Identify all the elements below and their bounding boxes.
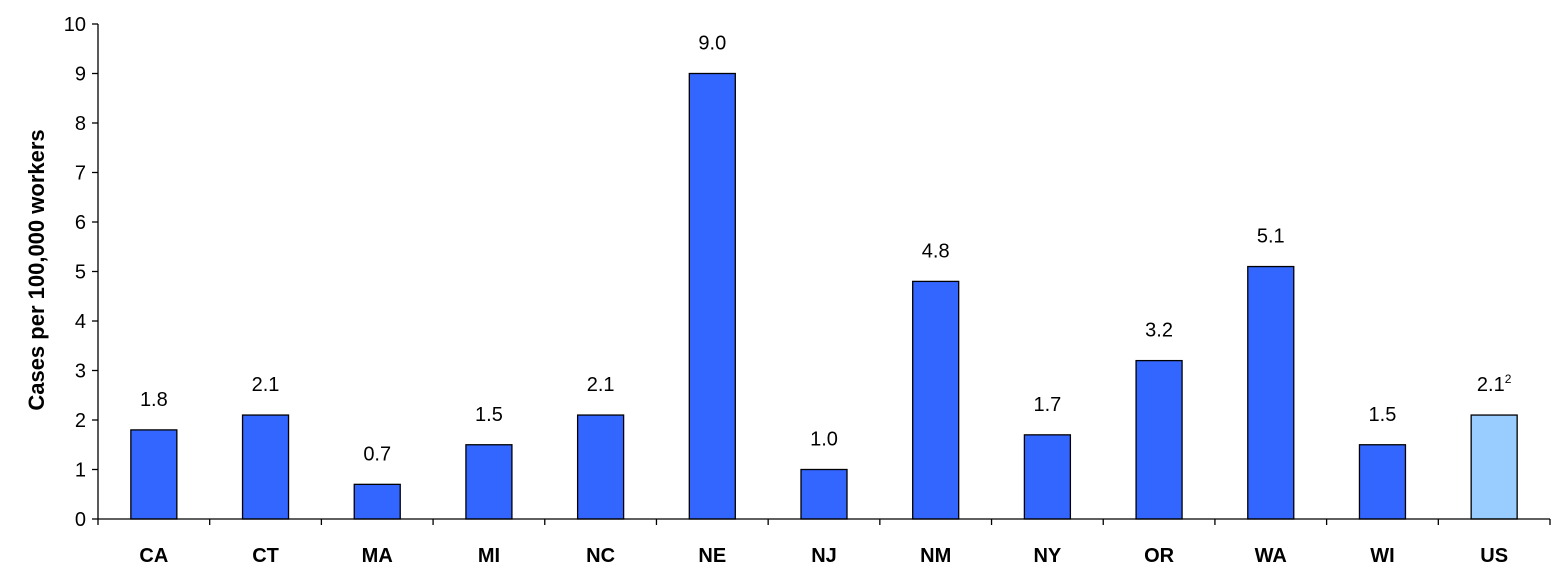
y-tick-label: 3 xyxy=(75,361,86,383)
x-category-label: NY xyxy=(1033,545,1061,567)
bar-ne xyxy=(688,72,736,520)
x-category-label: NJ xyxy=(811,545,837,567)
y-tick-label: 10 xyxy=(64,14,86,36)
y-tick-label: 1 xyxy=(75,460,86,482)
data-label-mi: 1.5 xyxy=(475,404,503,426)
data-label-value: 2.1 xyxy=(587,374,615,396)
bar-ct xyxy=(241,414,290,520)
bar-ny xyxy=(1023,434,1072,520)
bar-nm xyxy=(912,280,960,520)
data-label-nm: 4.8 xyxy=(922,240,950,262)
bar-ca xyxy=(130,429,178,520)
x-category-label: NM xyxy=(920,545,951,567)
data-label-ct: 2.1 xyxy=(252,374,280,396)
data-label-wi: 1.5 xyxy=(1369,404,1397,426)
bar-wi xyxy=(1358,444,1407,520)
x-category-label: NE xyxy=(698,545,726,567)
y-tick-label: 8 xyxy=(75,113,86,135)
y-tick-label: 2 xyxy=(75,410,86,432)
data-label-value: 2.1 xyxy=(252,374,280,396)
data-label-wa: 5.1 xyxy=(1257,226,1285,248)
y-tick-label: 4 xyxy=(75,311,86,333)
y-tick-label: 9 xyxy=(75,64,86,86)
data-label-value: 2.1 xyxy=(1477,374,1505,396)
data-label-value: 1.7 xyxy=(1033,394,1061,416)
y-tick-label: 0 xyxy=(75,509,86,531)
y-axis: 0 1 2 3 4 5 6 7 8 9 10 xyxy=(64,14,99,531)
x-category-label: NC xyxy=(586,545,615,567)
bar-nc xyxy=(576,414,625,520)
data-label-or: 3.2 xyxy=(1145,320,1173,342)
data-label-value: 1.8 xyxy=(140,389,168,411)
data-labels: 1.82.10.71.52.19.01.04.81.73.25.11.52.12 xyxy=(140,33,1512,466)
data-label-value: 0.7 xyxy=(363,443,391,465)
data-label-ca: 1.8 xyxy=(140,389,168,411)
data-label-value: 5.1 xyxy=(1257,226,1285,248)
bar-or xyxy=(1135,359,1183,520)
x-category-label: WI xyxy=(1370,545,1394,567)
data-label-value: 1.5 xyxy=(1369,404,1397,426)
x-category-label: US xyxy=(1480,545,1508,567)
x-axis: CA CT MA MI NC NE NJ NM NY OR WA WI US xyxy=(97,518,1551,567)
y-tick-label: 5 xyxy=(75,262,86,284)
x-category-label: WA xyxy=(1255,545,1287,567)
x-category-label: MI xyxy=(478,545,500,567)
bar-nj xyxy=(800,468,848,520)
x-category-label: MA xyxy=(362,545,393,567)
data-label-ma: 0.7 xyxy=(363,443,391,465)
footnote-marker: 2 xyxy=(1505,372,1512,386)
x-category-label: CA xyxy=(139,545,168,567)
data-label-value: 9.0 xyxy=(698,33,726,55)
data-label-nj: 1.0 xyxy=(810,429,838,451)
y-axis-title: Cases per 100,000 workers xyxy=(24,129,49,410)
data-label-value: 4.8 xyxy=(922,240,950,262)
data-label-value: 3.2 xyxy=(1145,320,1173,342)
data-label-ne: 9.0 xyxy=(698,33,726,55)
data-label-ny: 1.7 xyxy=(1033,394,1061,416)
y-axis-title-group: Cases per 100,000 workers xyxy=(24,129,49,410)
bar-mi xyxy=(465,444,513,520)
x-category-label: CT xyxy=(252,545,279,567)
data-label-us: 2.12 xyxy=(1477,372,1512,396)
y-tick-label: 7 xyxy=(75,163,86,185)
y-tick-label: 6 xyxy=(75,212,86,234)
bar-ma xyxy=(353,483,401,520)
data-label-nc: 2.1 xyxy=(587,374,615,396)
x-category-label: OR xyxy=(1144,545,1175,567)
data-label-value: 1.0 xyxy=(810,429,838,451)
bar-wa xyxy=(1247,265,1295,520)
bar-us xyxy=(1470,414,1518,520)
data-label-value: 1.5 xyxy=(475,404,503,426)
bars xyxy=(130,72,1518,520)
